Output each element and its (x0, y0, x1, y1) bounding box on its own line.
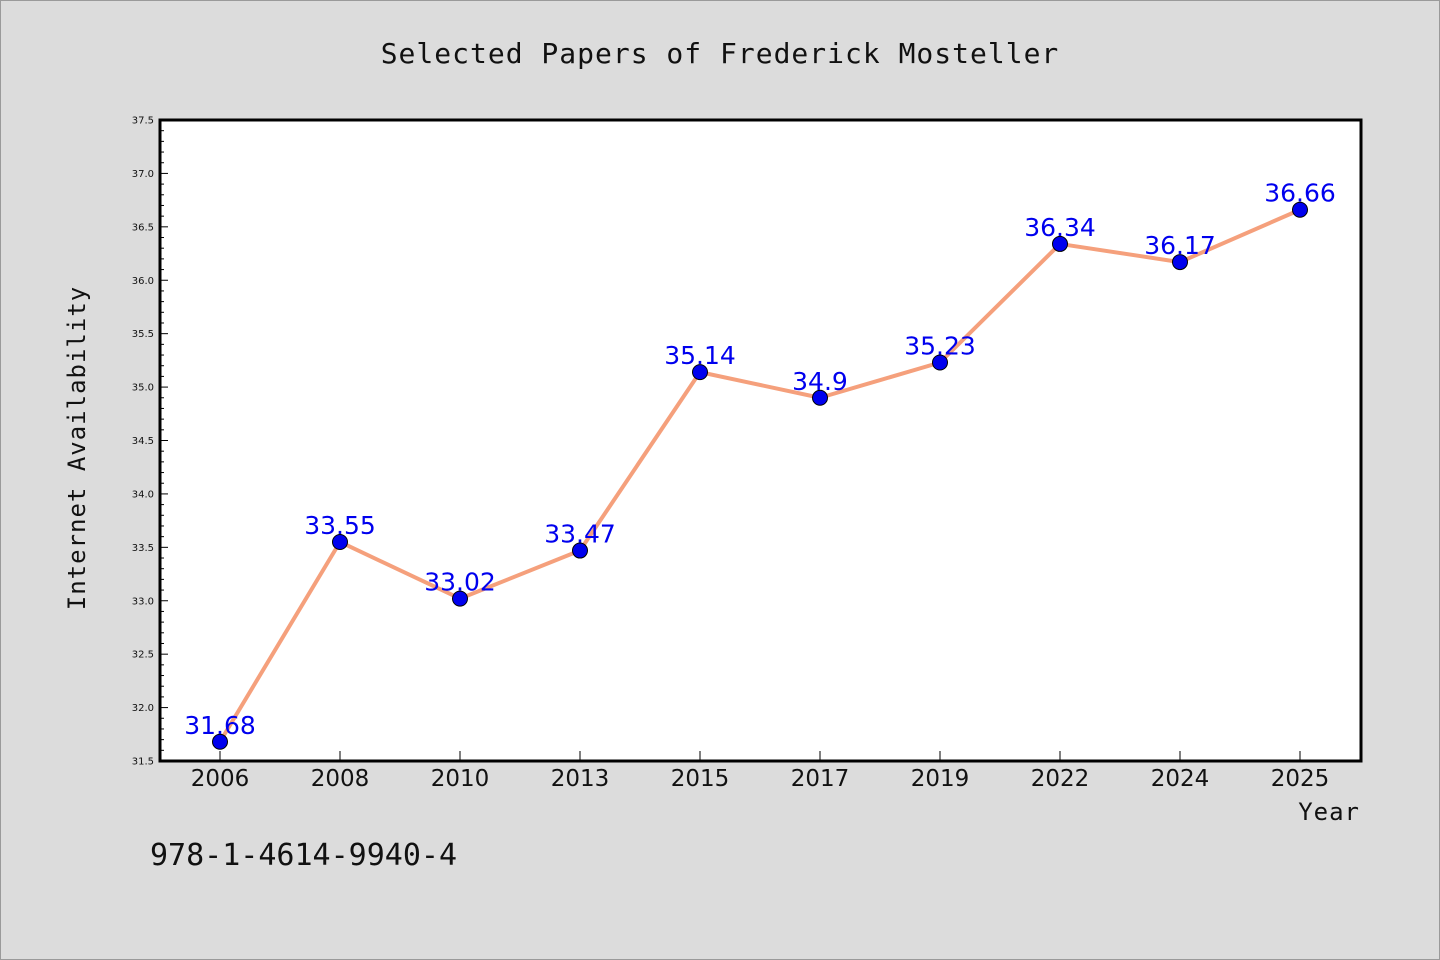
x-axis: 2006 2008 2010 2013 2015 2017 2019 2022 2024 2025 (191, 751, 1330, 792)
x-tick-label: 2019 (911, 766, 970, 792)
y-tick-label: 35.5 (132, 329, 154, 340)
x-tick-label: 2013 (551, 766, 610, 792)
series-markers (212, 201, 1308, 750)
x-tick-label: 2010 (431, 766, 490, 792)
data-point (1172, 254, 1188, 271)
data-label: 35.14 (664, 341, 736, 370)
plot-area (160, 120, 1361, 761)
y-tick-label: 37.0 (132, 169, 154, 180)
y-tick-label: 33.0 (132, 596, 154, 607)
x-tick-label: 2006 (191, 766, 250, 792)
data-labels: 31.68 33.55 33.02 33.47 35.14 34.9 35.23 36.34 3… (184, 179, 1336, 740)
y-tick-label: 32.0 (132, 703, 154, 714)
data-label: 34.9 (792, 367, 848, 396)
data-label: 33.55 (304, 511, 376, 540)
data-point (452, 590, 468, 607)
x-tick-label: 2017 (791, 766, 850, 792)
y-axis-label: Internet Availability (63, 286, 91, 610)
x-tick-label: 2025 (1271, 766, 1330, 792)
data-label: 36.66 (1264, 179, 1336, 208)
data-label: 36.17 (1144, 231, 1216, 260)
y-tick-label: 34.0 (132, 489, 154, 500)
isbn-footnote: 978-1-4614-9940-4 (150, 838, 457, 873)
x-tick-label: 2024 (1151, 766, 1210, 792)
data-label: 33.02 (424, 568, 496, 597)
y-tick-label: 36.5 (132, 222, 154, 233)
plot-border (158, 118, 1363, 763)
data-label: 35.23 (904, 332, 976, 361)
data-point (932, 354, 948, 371)
data-point (332, 533, 348, 550)
x-axis-label: Year (1298, 798, 1360, 826)
y-tick-label: 36.0 (132, 276, 154, 287)
data-label: 36.34 (1024, 213, 1096, 242)
data-point (812, 389, 828, 406)
data-point (1052, 235, 1068, 252)
data-label: 31.68 (184, 711, 256, 740)
y-tick-label: 33.5 (132, 543, 154, 554)
x-tick-label: 2015 (671, 766, 730, 792)
data-point (692, 364, 708, 381)
y-tick-label: 31.5 (132, 757, 154, 768)
y-tick-label: 34.5 (132, 436, 154, 447)
y-tick-label: 35.0 (132, 383, 154, 394)
data-point (212, 733, 228, 750)
data-point (1292, 201, 1308, 218)
y-tick-label: 32.5 (132, 650, 154, 661)
chart-title: Selected Papers of Frederick Mosteller (381, 37, 1060, 70)
series-line (218, 207, 1301, 743)
x-tick-label: 2008 (311, 766, 370, 792)
data-point (572, 542, 588, 559)
data-label: 33.47 (544, 520, 616, 549)
y-tick-label: 37.5 (132, 116, 154, 127)
x-tick-label: 2022 (1031, 766, 1090, 792)
